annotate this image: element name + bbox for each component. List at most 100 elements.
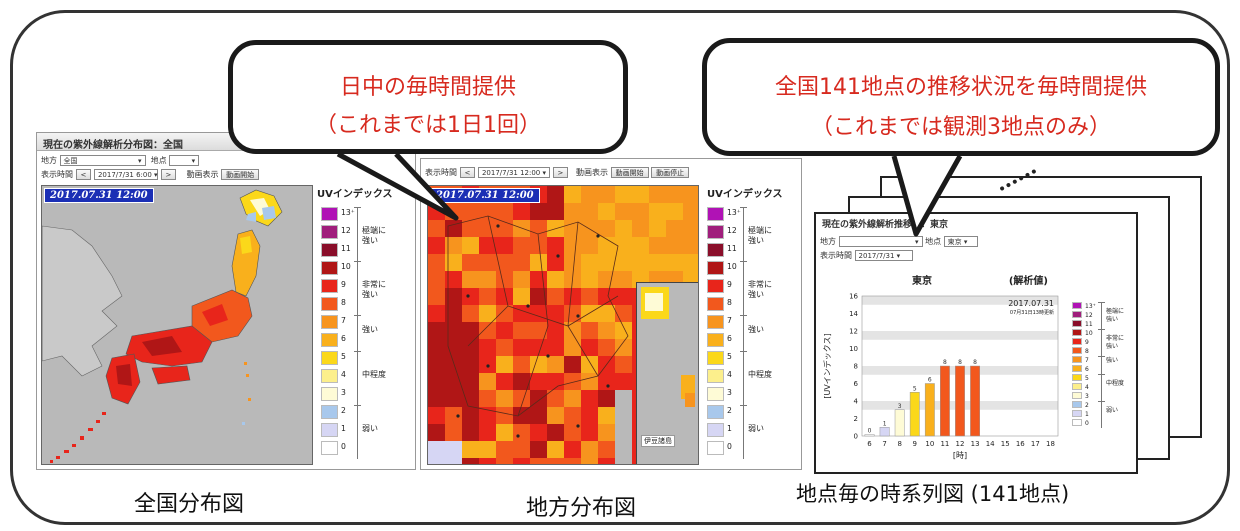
time-select[interactable]: 2017/7/31 6:00 ▾ [93,169,158,180]
x-tick-label: 10 [925,440,934,448]
legend-level-label: 8 [341,298,346,307]
uv-grid-cell [479,390,496,407]
uv-grid-cell [496,203,513,220]
uv-grid-cell [666,186,683,203]
prev-time-button[interactable]: < [75,169,92,180]
uv-grid-cell [564,441,581,458]
uv-grid-cell [496,390,513,407]
uv-grid-cell [649,220,666,237]
grid-band [862,296,1058,305]
uv-grid-cell [496,254,513,271]
uv-grid-cell [462,458,479,464]
y-tick-label: 4 [854,398,859,406]
point-label: 地点 [150,156,167,165]
x-tick-label: 12 [956,440,965,448]
uv-grid-cell [564,407,581,424]
uv-grid-cell [428,356,445,373]
uv-grid-cell [428,322,445,339]
legend-swatch [1072,383,1082,390]
national-uv-map: 2017.07.31 12:00 [41,185,313,465]
time-select[interactable]: 2017/7/31 ▾ [854,250,913,261]
uv-grid-cell [479,254,496,271]
legend-swatch [1072,365,1082,372]
uv-bar [894,409,905,437]
uv-grid-cell [547,254,564,271]
legend-tick [1098,401,1105,402]
point-select[interactable]: 東京 ▾ [943,236,978,247]
legend-category-low: 弱い [362,424,378,433]
uv-grid-cell [683,203,698,220]
uv-grid-cell [445,254,462,271]
uv-grid-cell [462,373,479,390]
uv-grid-cell [496,356,513,373]
time-select[interactable]: 2017/7/31 12:00 ▾ [477,167,550,178]
legend-tick [354,207,361,208]
anim-start-button[interactable]: 動画開始 [610,167,649,178]
station-dot [526,304,530,308]
legend-swatch [321,405,338,419]
uv-grid-cell [462,424,479,441]
uv-grid-cell [547,458,564,464]
uv-grid-cell [666,203,683,220]
legend-swatch [321,225,338,239]
legend-swatch [321,243,338,257]
legend-category-extreme: 極端に 強い [1106,307,1125,323]
uv-grid-cell [462,237,479,254]
point-label: 地点 [925,237,942,246]
uv-grid-cell [530,373,547,390]
next-time-button[interactable]: > [160,169,177,180]
region-selector-row: 地方 ▾ 地点 東京 ▾ [820,236,978,247]
uv-grid-cell [564,237,581,254]
x-tick-label: 17 [1031,440,1040,448]
legend-tick [354,261,361,262]
uv-grid-cell [513,458,530,464]
uv-grid-cell [547,203,564,220]
uv-grid-cell [445,237,462,254]
y-tick-label: 0 [854,433,858,441]
uv-grid-cell [445,407,462,424]
chart-subtitle: (解析値) [1009,274,1048,287]
uv-grid-cell [683,237,698,254]
uv-grid-cell [632,254,649,271]
y-tick-label: 2 [854,415,858,423]
legend-level-label: 8 [1085,348,1089,355]
uv-grid-cell [479,237,496,254]
point-select[interactable]: ▾ [169,155,200,166]
legend-category-high: 強い [748,325,764,334]
legend-level-label: 5 [1085,375,1089,382]
uv-grid-cell [479,288,496,305]
uv-grid-cell [513,271,530,288]
legend-level-label: 0 [727,442,732,451]
legend-level-label: 5 [727,352,732,361]
legend-tick [1098,329,1105,330]
legend-level-label: 10 [341,262,351,271]
next-time-button[interactable]: > [552,167,569,178]
uv-grid-cell [530,254,547,271]
uv-grid-cell [513,373,530,390]
legend-level-label: 12 [341,226,351,235]
region-select[interactable]: 全国 ▾ [59,155,146,166]
anim-start-button[interactable]: 動画開始 [221,169,260,180]
anim-stop-button[interactable]: 動画停止 [651,167,690,178]
legend-tick [1098,302,1105,303]
time-row: 表示時間 2017/7/31 ▾ [820,250,913,261]
uv-grid-cell [513,237,530,254]
legend-swatch [707,369,724,383]
uv-grid-cell [445,220,462,237]
legend-bracket-line [1101,302,1102,428]
legend-tick [1098,356,1105,357]
prefecture-borders [447,215,629,417]
uv-grid-cell [428,458,445,464]
uv-grid-cell [462,220,479,237]
uv-grid-cell [581,407,598,424]
legend-level-label: 7 [341,316,346,325]
legend-swatch [321,351,338,365]
uv-grid-cell [462,322,479,339]
legend-swatch [321,441,338,455]
uv-grid-cell [530,305,547,322]
uv-grid-cell [666,237,683,254]
uv-grid-cell [581,186,598,203]
uv-bar [970,365,981,437]
uv-bar [924,383,935,437]
uv-grid-cell [496,305,513,322]
